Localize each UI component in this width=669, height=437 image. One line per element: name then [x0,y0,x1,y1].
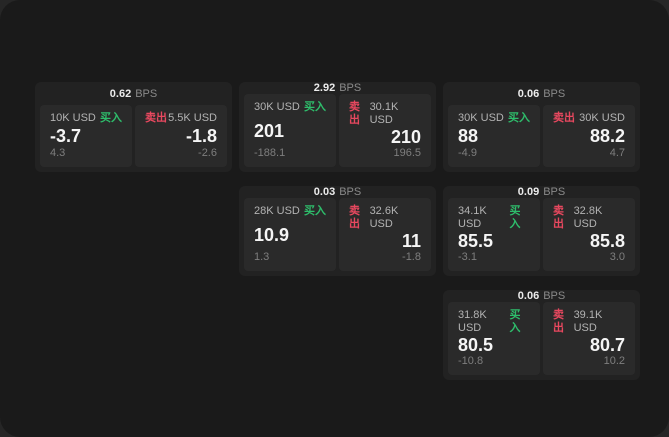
spread-header: 0.09 BPS [443,186,640,198]
buy-panel[interactable]: 10K USD 买入 -3.7 4.3 [40,105,132,167]
quote-panels: 30K USD 买入 201 -188.1 卖出 30.1K USD 210 1… [239,94,436,172]
buy-change: -10.8 [458,355,484,367]
buy-side-badge: 买入 [304,101,326,113]
sell-notional: 30K USD [579,112,625,124]
buy-panel[interactable]: 30K USD 买入 201 -188.1 [244,94,336,167]
sell-notional: 32.6K USD [369,205,399,230]
sell-change: 196.5 [393,147,421,159]
spread-value: 0.03 [313,186,336,198]
buy-change: 4.3 [50,147,66,159]
quote-panels: 31.8K USD 买入 80.5 -10.8 卖出 39.1K USD 80.… [443,302,640,380]
buy-price: 201 [254,120,285,141]
spread-header: 0.06 BPS [443,290,640,302]
sell-change: 4.7 [609,147,625,159]
spread-header: 0.62 BPS [35,82,232,105]
buy-notional: 31.8K USD [458,309,487,334]
spread-unit: BPS [543,87,566,100]
buy-side-badge: 买入 [100,112,122,124]
sell-price: 80.7 [589,335,625,355]
sell-price: 11 [401,231,421,251]
quote-panels: 10K USD 买入 -3.7 4.3 卖出 5.5K USD -1.8 -2.… [35,105,232,172]
sell-change: 3.0 [609,251,625,263]
buy-panel[interactable]: 28K USD 买入 10.9 1.3 [244,198,336,271]
sell-side-badge: 卖出 [349,101,360,126]
spread-header: 2.92 BPS [239,82,436,94]
sell-panel[interactable]: 卖出 39.1K USD 80.7 10.2 [543,302,635,375]
sell-panel[interactable]: 卖出 32.8K USD 85.8 3.0 [543,198,635,271]
quote-panels: 28K USD 买入 10.9 1.3 卖出 32.6K USD 11 -1.8 [239,198,436,276]
quote-panels: 34.1K USD 买入 85.5 -3.1 卖出 32.8K USD 85.8… [443,198,640,276]
buy-price: 88 [458,126,479,146]
sell-side-badge: 卖出 [349,205,360,230]
sell-price: -1.8 [185,126,217,146]
sell-price: 210 [390,127,421,147]
quote-panels: 30K USD 买入 88 -4.9 卖出 30K USD 88.2 4.7 [443,105,640,172]
sell-notional: 5.5K USD [168,112,217,124]
spread-header: 0.03 BPS [239,186,436,198]
quote-card: 0.09 BPS 34.1K USD 买入 85.5 -3.1 卖出 32.8K… [443,186,640,276]
quote-card: 0.06 BPS 31.8K USD 买入 80.5 -10.8 卖出 39.1… [443,290,640,380]
sell-panel[interactable]: 卖出 30K USD 88.2 4.7 [543,105,635,167]
sell-notional: 39.1K USD [573,309,603,334]
buy-panel[interactable]: 30K USD 买入 88 -4.9 [448,105,540,167]
buy-panel[interactable]: 31.8K USD 买入 80.5 -10.8 [448,302,540,375]
sell-notional: 30.1K USD [369,101,399,126]
spread-unit: BPS [135,87,158,100]
sell-notional: 32.8K USD [573,205,603,230]
buy-change: -188.1 [254,147,286,159]
spread-unit: BPS [543,186,566,198]
spread-unit: BPS [339,186,362,198]
spread-unit: BPS [543,290,566,302]
buy-notional: 28K USD [254,205,300,217]
buy-side-badge: 买入 [508,112,530,124]
sell-price: 85.8 [589,231,625,251]
sell-side-badge: 卖出 [553,309,564,334]
sell-change: -2.6 [198,147,217,159]
quote-card: 0.62 BPS 10K USD 买入 -3.7 4.3 卖出 5.5K USD… [35,82,232,172]
sell-change: -1.8 [402,251,421,263]
buy-price: 85.5 [458,231,494,251]
buy-notional: 34.1K USD [458,205,487,230]
buy-panel[interactable]: 34.1K USD 买入 85.5 -3.1 [448,198,540,271]
spread-header: 0.06 BPS [443,82,640,105]
quote-card: 0.03 BPS 28K USD 买入 10.9 1.3 卖出 32.6K US… [239,186,436,276]
buy-notional: 30K USD [458,112,504,124]
buy-price: 10.9 [254,224,290,245]
sell-panel[interactable]: 卖出 30.1K USD 210 196.5 [339,94,431,167]
cards-grid: 0.62 BPS 10K USD 买入 -3.7 4.3 卖出 5.5K USD… [35,82,640,380]
sell-side-badge: 卖出 [553,112,575,124]
sell-side-badge: 卖出 [553,205,564,230]
quote-card: 2.92 BPS 30K USD 买入 201 -188.1 卖出 30.1K … [239,82,436,172]
buy-side-badge: 买入 [509,205,521,230]
quote-card: 0.06 BPS 30K USD 买入 88 -4.9 卖出 30K USD 8… [443,82,640,172]
sell-panel[interactable]: 卖出 5.5K USD -1.8 -2.6 [135,105,227,167]
spread-value: 2.92 [313,82,336,94]
buy-side-badge: 买入 [509,309,521,334]
spread-value: 0.09 [517,186,540,198]
spread-value: 0.06 [517,87,540,100]
buy-notional: 10K USD [50,112,96,124]
spread-unit: BPS [339,82,362,94]
sell-price: 88.2 [589,126,625,146]
buy-price: 80.5 [458,335,494,355]
spread-value: 0.62 [109,87,132,100]
buy-price: -3.7 [50,126,82,146]
buy-notional: 30K USD [254,101,300,113]
buy-change: -3.1 [458,251,477,263]
sell-change: 10.2 [603,355,625,367]
buy-change: -4.9 [458,147,477,159]
buy-side-badge: 买入 [304,205,326,217]
sell-panel[interactable]: 卖出 32.6K USD 11 -1.8 [339,198,431,271]
spread-value: 0.06 [517,290,540,302]
sell-side-badge: 卖出 [145,112,167,124]
buy-change: 1.3 [254,251,270,263]
